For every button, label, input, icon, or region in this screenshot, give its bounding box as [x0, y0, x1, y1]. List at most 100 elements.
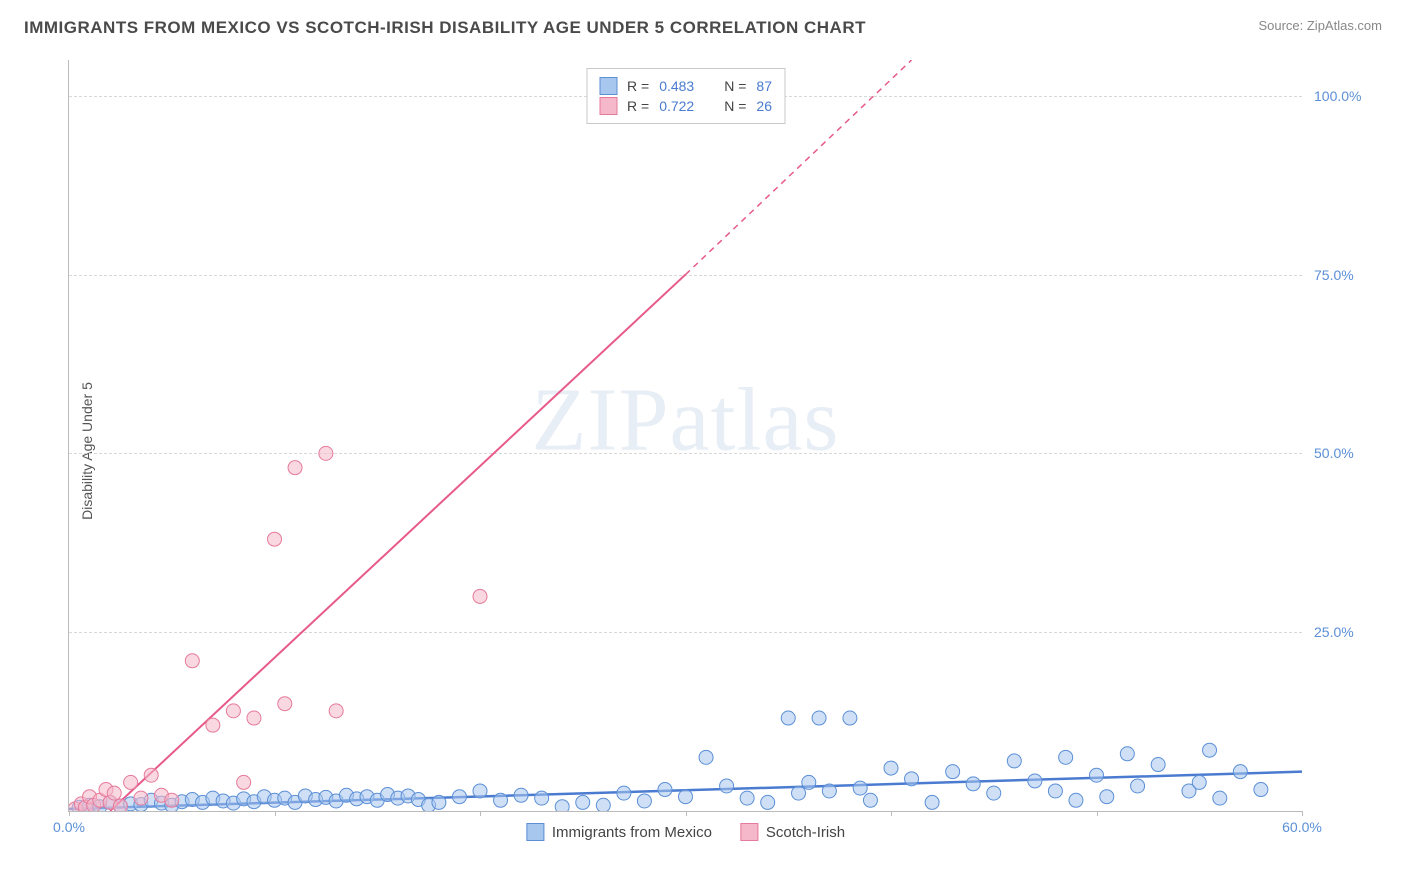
scatter-point: [1069, 793, 1083, 807]
scatter-point: [905, 772, 919, 786]
n-value-mexico: 87: [756, 78, 772, 94]
x-tick-mark: [1097, 811, 1098, 816]
scatter-point: [822, 784, 836, 798]
scatter-point: [987, 786, 1001, 800]
scatter-point: [555, 800, 569, 811]
scatter-point: [1120, 747, 1134, 761]
x-tick-mark: [275, 811, 276, 816]
scatter-point: [535, 791, 549, 805]
scatter-point: [781, 711, 795, 725]
scatter-point: [792, 786, 806, 800]
scatter-svg: [69, 60, 1302, 811]
stats-legend-row: R = 0.722 N = 26: [599, 97, 772, 115]
y-tick-label: 50.0%: [1314, 445, 1374, 461]
scatter-point: [329, 704, 343, 718]
plot-area: ZIPatlas R = 0.483 N = 87 R = 0.722 N = …: [68, 60, 1302, 812]
chart-header: IMMIGRANTS FROM MEXICO VS SCOTCH-IRISH D…: [0, 0, 1406, 38]
scatter-point: [134, 791, 148, 805]
stats-legend: R = 0.483 N = 87 R = 0.722 N = 26: [586, 68, 785, 124]
scatter-point: [1090, 768, 1104, 782]
scatter-point: [288, 461, 302, 475]
x-tick-mark: [69, 811, 70, 816]
source-name: ZipAtlas.com: [1307, 18, 1382, 33]
scatter-point: [812, 711, 826, 725]
legend-item-mexico: Immigrants from Mexico: [526, 823, 712, 841]
n-value-scotch-irish: 26: [756, 98, 772, 114]
x-tick-mark: [1302, 811, 1303, 816]
scatter-point: [1048, 784, 1062, 798]
x-tick-label: 60.0%: [1282, 819, 1322, 835]
chart-title: IMMIGRANTS FROM MEXICO VS SCOTCH-IRISH D…: [24, 18, 866, 38]
r-label: R =: [627, 98, 649, 114]
scatter-point: [576, 795, 590, 809]
scatter-point: [1059, 750, 1073, 764]
scatter-point: [1254, 783, 1268, 797]
y-tick-label: 25.0%: [1314, 624, 1374, 640]
scatter-point: [1028, 774, 1042, 788]
scatter-point: [473, 784, 487, 798]
scatter-point: [237, 775, 251, 789]
scatter-point: [165, 793, 179, 807]
n-label: N =: [724, 98, 746, 114]
scatter-point: [679, 790, 693, 804]
scatter-point: [1192, 775, 1206, 789]
trend-line: [110, 275, 685, 811]
scatter-point: [596, 798, 610, 811]
scatter-point: [658, 783, 672, 797]
x-tick-mark: [686, 811, 687, 816]
source-label: Source:: [1258, 18, 1306, 33]
series-legend: Immigrants from Mexico Scotch-Irish: [526, 823, 845, 841]
source-attribution: Source: ZipAtlas.com: [1258, 18, 1382, 33]
scatter-point: [452, 790, 466, 804]
scatter-point: [802, 775, 816, 789]
r-value-scotch-irish: 0.722: [659, 98, 694, 114]
scatter-point: [144, 768, 158, 782]
scatter-point: [1203, 743, 1217, 757]
scatter-point: [107, 786, 121, 800]
scatter-point: [1151, 758, 1165, 772]
legend-item-scotch-irish: Scotch-Irish: [740, 823, 845, 841]
x-tick-mark: [480, 811, 481, 816]
scatter-point: [206, 718, 220, 732]
scatter-point: [473, 589, 487, 603]
scatter-point: [1131, 779, 1145, 793]
scatter-point: [226, 704, 240, 718]
scatter-point: [761, 795, 775, 809]
scatter-point: [1213, 791, 1227, 805]
scatter-point: [720, 779, 734, 793]
scatter-point: [946, 765, 960, 779]
chart-container: Disability Age Under 5 ZIPatlas R = 0.48…: [48, 50, 1382, 852]
scatter-point: [494, 793, 508, 807]
scatter-point: [1233, 765, 1247, 779]
scatter-point: [113, 799, 127, 811]
scatter-point: [617, 786, 631, 800]
legend-label-scotch-irish: Scotch-Irish: [766, 824, 845, 841]
scatter-point: [432, 795, 446, 809]
y-tick-label: 75.0%: [1314, 267, 1374, 283]
r-label: R =: [627, 78, 649, 94]
scatter-point: [853, 781, 867, 795]
scatter-point: [863, 793, 877, 807]
y-tick-label: 100.0%: [1314, 88, 1374, 104]
legend-swatch-mexico: [526, 823, 544, 841]
scatter-point: [843, 711, 857, 725]
scatter-point: [278, 697, 292, 711]
legend-swatch-scotch-irish: [599, 97, 617, 115]
n-label: N =: [724, 78, 746, 94]
scatter-point: [268, 532, 282, 546]
scatter-point: [247, 711, 261, 725]
x-tick-mark: [891, 811, 892, 816]
scatter-point: [740, 791, 754, 805]
scatter-point: [319, 446, 333, 460]
scatter-point: [124, 775, 138, 789]
r-value-mexico: 0.483: [659, 78, 694, 94]
x-tick-label: 0.0%: [53, 819, 85, 835]
legend-label-mexico: Immigrants from Mexico: [552, 824, 712, 841]
scatter-point: [514, 788, 528, 802]
scatter-point: [925, 795, 939, 809]
scatter-point: [185, 654, 199, 668]
scatter-point: [637, 794, 651, 808]
scatter-point: [1100, 790, 1114, 804]
legend-swatch-mexico: [599, 77, 617, 95]
legend-swatch-scotch-irish: [740, 823, 758, 841]
